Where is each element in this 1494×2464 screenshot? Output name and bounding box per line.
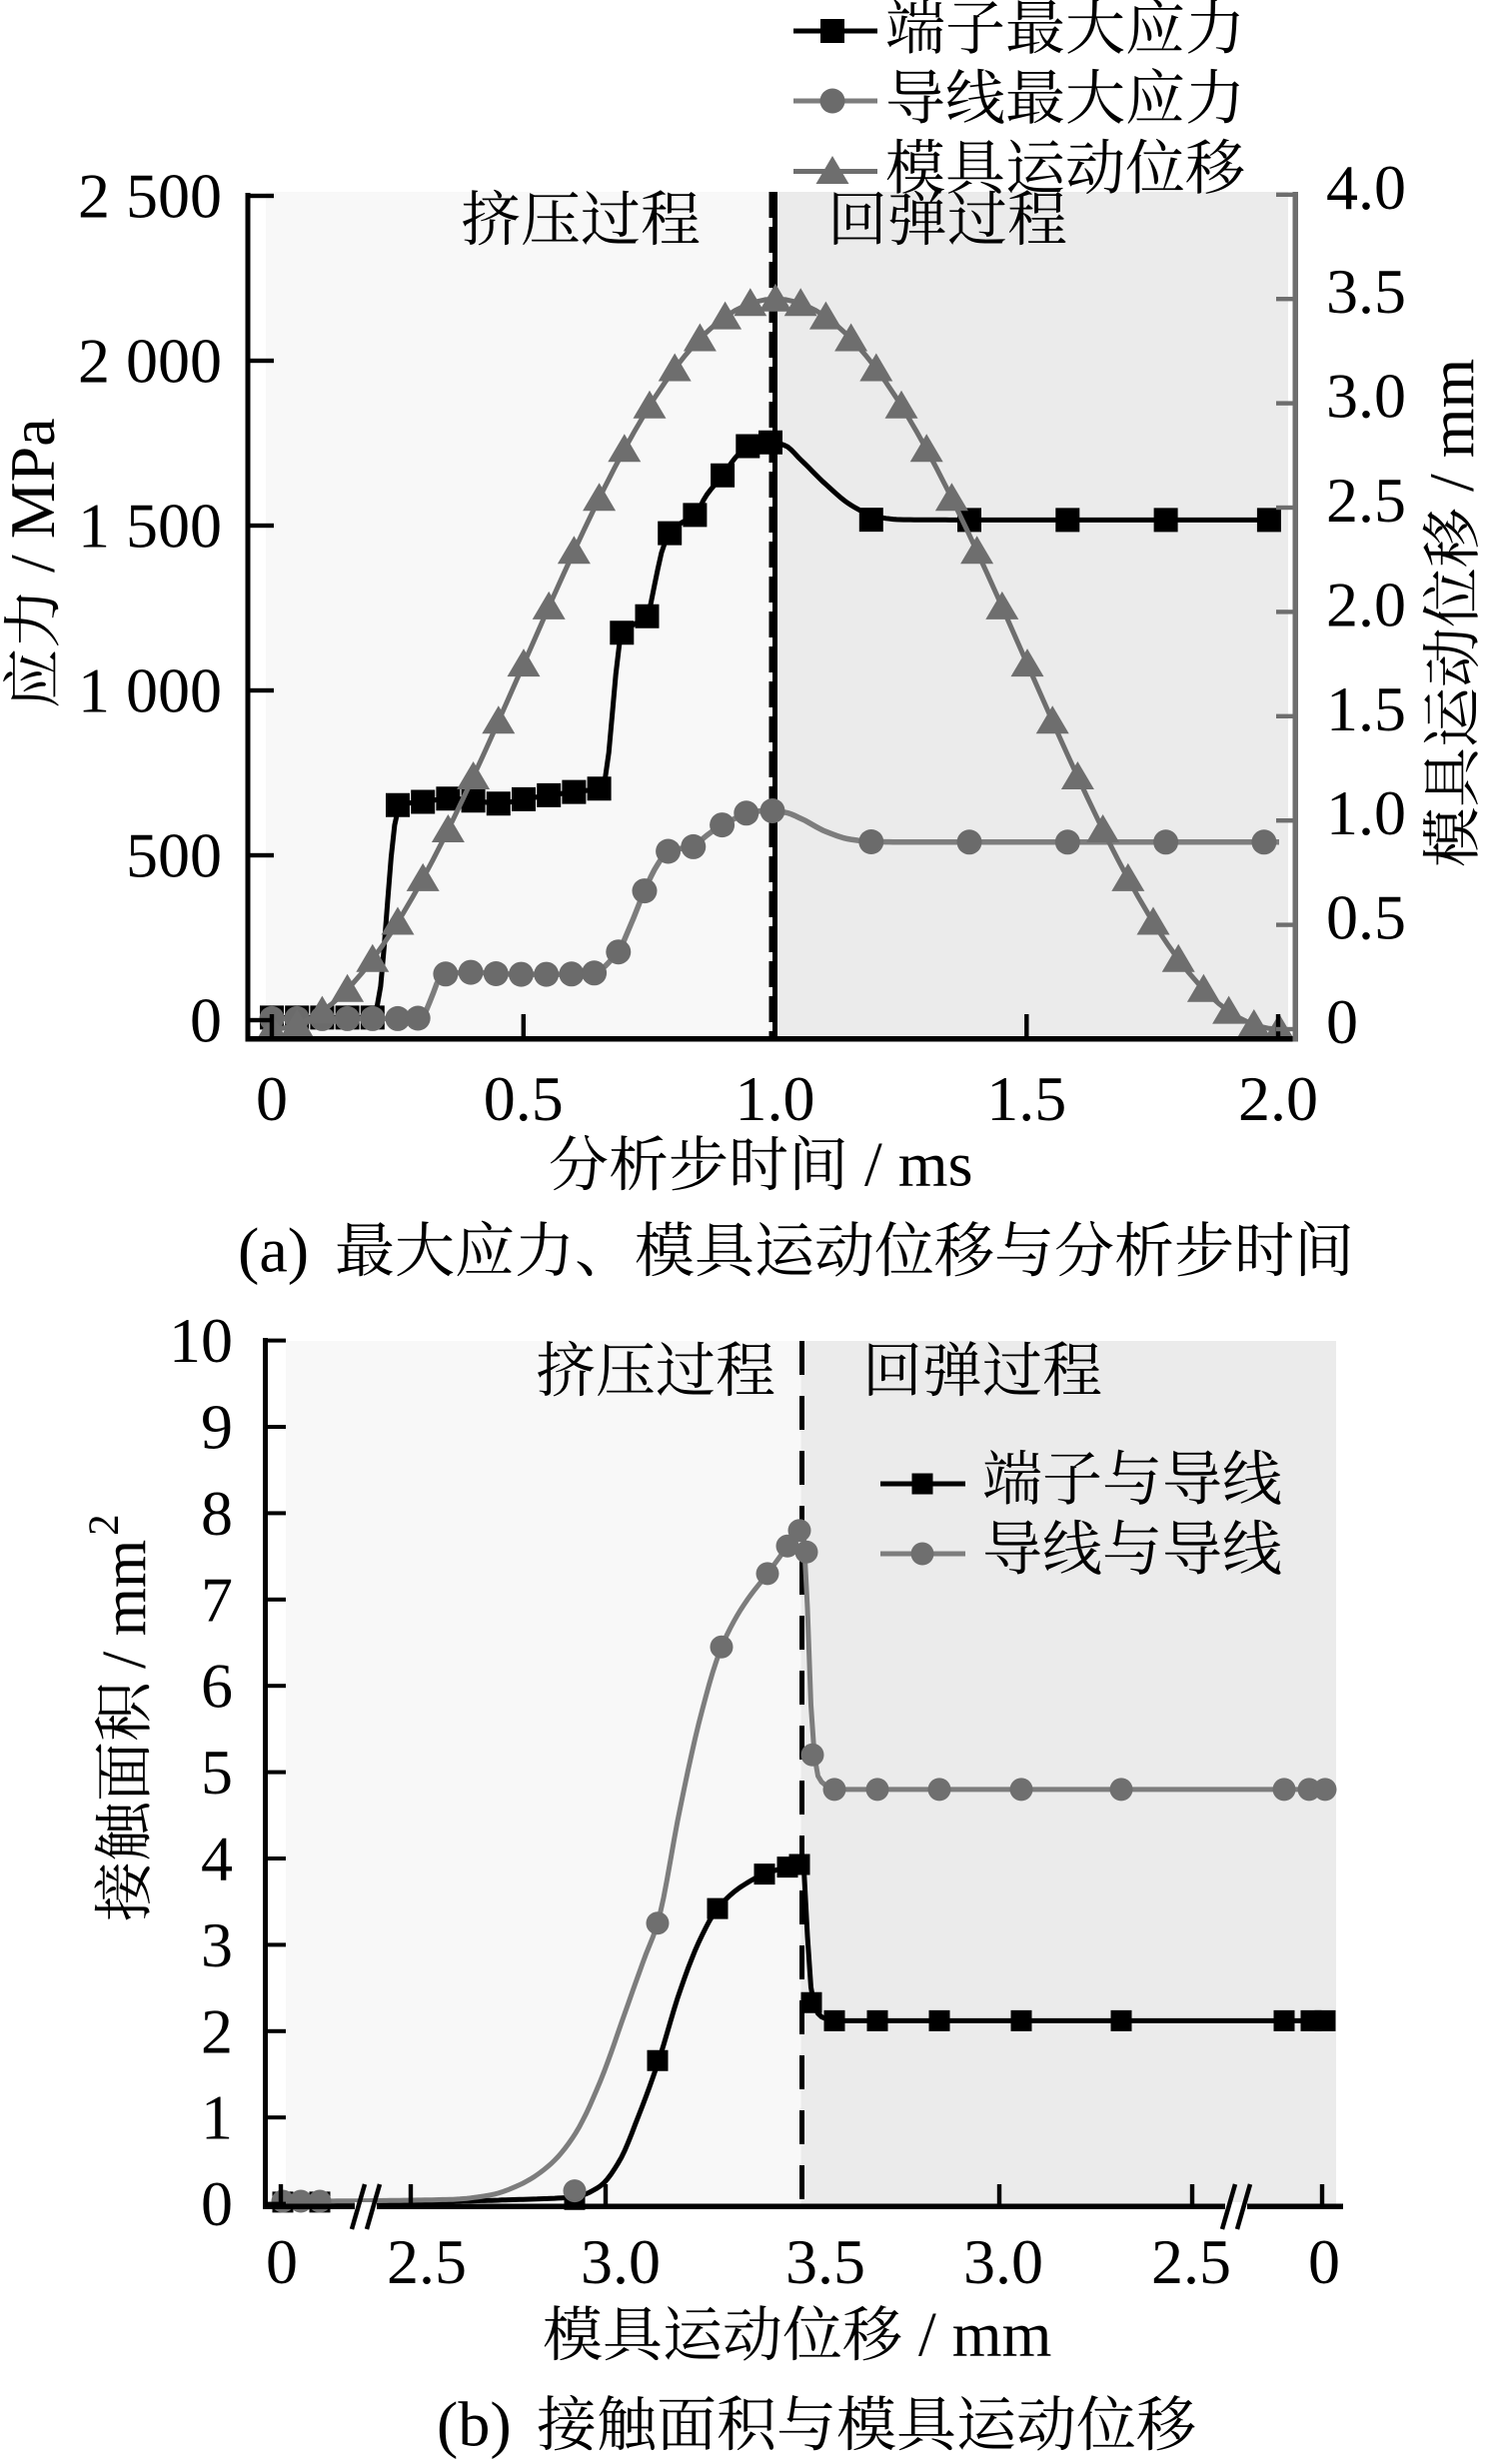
- svg-text:/ ms: / ms: [864, 1129, 972, 1200]
- svg-text:4: 4: [201, 1824, 233, 1894]
- svg-text:0: 0: [256, 1063, 288, 1134]
- svg-text:2.5: 2.5: [387, 2226, 467, 2297]
- svg-text:/ MPa: / MPa: [0, 418, 68, 573]
- svg-text:0: 0: [201, 2168, 233, 2239]
- svg-text:1 000: 1 000: [78, 655, 222, 726]
- svg-text:1.5: 1.5: [1326, 673, 1406, 744]
- svg-text:1.0: 1.0: [1326, 777, 1406, 848]
- svg-text:3.5: 3.5: [785, 2226, 865, 2297]
- svg-text:2.5: 2.5: [1326, 465, 1406, 536]
- svg-text:3.0: 3.0: [963, 2226, 1043, 2297]
- svg-text:0.5: 0.5: [1326, 882, 1406, 953]
- svg-text:2.0: 2.0: [1238, 1063, 1318, 1134]
- svg-text:3.0: 3.0: [1326, 361, 1406, 432]
- svg-text:4.0: 4.0: [1326, 152, 1406, 223]
- svg-text:0: 0: [266, 2226, 298, 2297]
- svg-text:/ mm: / mm: [91, 1540, 159, 1669]
- svg-text:0: 0: [1308, 2226, 1340, 2297]
- svg-text:2.0: 2.0: [1326, 569, 1406, 639]
- svg-text:7: 7: [201, 1564, 233, 1635]
- svg-text:1.0: 1.0: [736, 1063, 815, 1134]
- svg-text:2 500: 2 500: [78, 161, 222, 232]
- svg-text:500: 500: [126, 820, 222, 891]
- svg-text:2: 2: [81, 1514, 128, 1536]
- svg-text:2 000: 2 000: [78, 326, 222, 397]
- svg-text:0: 0: [190, 985, 222, 1056]
- svg-text:3.0: 3.0: [581, 2226, 661, 2297]
- svg-text:/ mm: / mm: [1416, 359, 1487, 492]
- svg-text:/ mm: / mm: [918, 2299, 1051, 2370]
- svg-text:9: 9: [201, 1392, 233, 1463]
- svg-text:0: 0: [1326, 986, 1358, 1057]
- svg-text:3: 3: [201, 1909, 233, 1980]
- svg-text:3.5: 3.5: [1326, 256, 1406, 327]
- svg-text:2: 2: [201, 1995, 233, 2066]
- svg-text:6: 6: [201, 1651, 233, 1722]
- svg-text:(a): (a): [238, 1215, 309, 1286]
- svg-text:(b): (b): [437, 2389, 512, 2460]
- svg-text:5: 5: [201, 1737, 233, 1808]
- svg-text:1 500: 1 500: [78, 491, 222, 562]
- svg-text:2.5: 2.5: [1151, 2226, 1231, 2297]
- svg-text:1: 1: [201, 2082, 233, 2153]
- svg-text:1.5: 1.5: [986, 1063, 1066, 1134]
- svg-text:8: 8: [201, 1478, 233, 1549]
- svg-text:0.5: 0.5: [484, 1063, 564, 1134]
- svg-text:10: 10: [169, 1305, 233, 1376]
